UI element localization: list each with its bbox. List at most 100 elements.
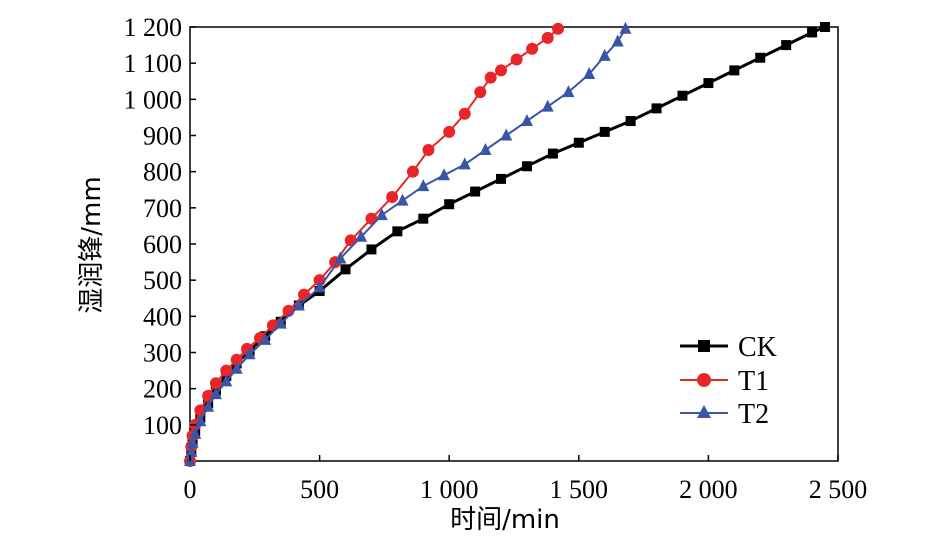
legend-label-ck: CK (738, 332, 777, 363)
data-point-ck (729, 65, 740, 76)
data-point-t2 (619, 21, 632, 34)
data-point-t2 (189, 426, 202, 439)
x-tick-label: 1 500 (550, 475, 609, 504)
x-axis-title: 时间/min (450, 505, 560, 535)
y-tick-label: 1 100 (124, 49, 183, 78)
data-point-t2 (598, 48, 611, 61)
y-tick-label: 300 (143, 339, 182, 368)
data-point-t1 (474, 86, 487, 99)
data-point-ck (820, 22, 831, 32)
data-point-t2 (274, 316, 287, 329)
data-point-t1 (209, 377, 222, 390)
data-point-ck (599, 126, 610, 137)
y-tick-label: 200 (143, 375, 182, 404)
data-point-t1 (458, 107, 471, 120)
data-point-t2 (313, 280, 326, 293)
data-point-t1 (298, 288, 311, 301)
data-point-t1 (406, 165, 419, 178)
data-point-t1 (510, 53, 523, 66)
data-point-t2 (583, 67, 596, 80)
y-tick-label: 600 (143, 230, 182, 259)
data-point-t2 (185, 444, 198, 457)
data-point-t2 (334, 251, 347, 264)
data-point-ck (755, 52, 766, 63)
data-point-t2 (417, 179, 430, 192)
y-tick-label: 500 (143, 266, 182, 295)
data-point-t1 (484, 71, 497, 84)
y-tick-label: 100 (143, 411, 182, 440)
y-tick-label: 1 200 (124, 13, 183, 42)
series-line-ck (188, 25, 826, 462)
series-ck (185, 22, 831, 466)
data-point-t1 (552, 22, 565, 35)
legend-label-t2: T2 (738, 399, 769, 430)
data-point-t2 (209, 387, 222, 400)
legend-label-t1: T1 (738, 366, 769, 397)
series-line-t2 (189, 28, 627, 462)
x-tick-label: 500 (300, 475, 339, 504)
y-tick-label: 400 (143, 302, 182, 331)
data-point-t1 (526, 42, 539, 55)
data-point-t2 (243, 347, 256, 360)
data-point-t1 (422, 143, 435, 156)
x-tick-label: 2 500 (809, 475, 868, 504)
legend: CK T1 T2 (680, 332, 777, 430)
data-point-t2 (562, 85, 575, 98)
x-tick-label: 2 000 (679, 475, 738, 504)
data-point-ck (573, 137, 584, 148)
data-point-t2 (520, 114, 533, 127)
y-axis-title: 湿润锋/mm (77, 176, 107, 313)
data-point-ck (807, 27, 818, 38)
data-point-t1 (220, 364, 233, 377)
data-point-t1 (443, 125, 456, 138)
data-point-t2 (230, 361, 243, 374)
data-point-t2 (396, 193, 409, 206)
data-point-t1 (495, 64, 508, 77)
data-point-ck (781, 40, 792, 51)
data-point-t2 (355, 229, 368, 242)
ticks-layer: 0 500 1 000 1 500 2 000 2 500 100 200 300 400 500 6… (124, 13, 868, 504)
y-tick-label: 800 (143, 158, 182, 187)
data-point-ck (392, 226, 403, 237)
data-point-t2 (458, 157, 471, 170)
legend-item-t1: T1 (680, 366, 769, 397)
data-point-t2 (292, 298, 305, 311)
data-point-t1 (386, 190, 399, 203)
data-point-ck (340, 264, 351, 275)
data-point-t1 (230, 353, 243, 366)
series-layer (184, 21, 831, 467)
data-point-ck (677, 90, 688, 101)
x-tick-label: 0 (184, 475, 197, 504)
data-point-t2 (194, 414, 207, 427)
data-point-ck (625, 116, 636, 127)
data-point-t1 (194, 404, 207, 417)
data-point-ck (418, 213, 429, 224)
data-point-t1 (541, 31, 554, 44)
data-point-ck (651, 103, 662, 114)
y-tick-label: 900 (143, 122, 182, 151)
data-point-ck (703, 78, 714, 89)
data-point-t2 (541, 99, 554, 112)
legend-marker-t2 (697, 405, 711, 418)
data-point-t2 (202, 399, 215, 412)
data-point-t2 (220, 374, 233, 387)
data-point-t2 (375, 208, 388, 221)
data-point-ck (366, 244, 377, 255)
data-point-ck (496, 173, 507, 184)
data-point-t2 (259, 332, 272, 345)
y-tick-label: 1 000 (124, 85, 183, 114)
data-point-ck (470, 186, 481, 197)
data-point-t2 (479, 142, 492, 155)
data-point-ck (444, 199, 455, 210)
series-t2 (184, 21, 632, 466)
legend-marker-ck (698, 340, 710, 352)
data-point-t2 (186, 435, 199, 448)
data-point-t2 (611, 34, 624, 47)
data-point-ck (521, 161, 532, 172)
data-point-t2 (438, 168, 451, 181)
x-tick-label: 1 000 (420, 475, 479, 504)
y-tick-label: 700 (143, 194, 182, 223)
data-point-ck (547, 148, 558, 159)
data-point-t2 (500, 128, 513, 141)
